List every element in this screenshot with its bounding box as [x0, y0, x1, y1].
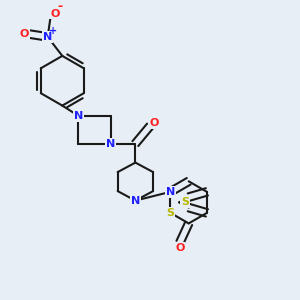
Text: O: O — [20, 29, 29, 39]
Text: S: S — [167, 208, 175, 218]
Text: N: N — [106, 139, 115, 148]
Text: O: O — [175, 243, 184, 253]
Text: S: S — [181, 197, 189, 207]
Text: N: N — [43, 32, 52, 42]
Text: N: N — [131, 196, 140, 206]
Text: +: + — [50, 26, 58, 36]
Text: N: N — [166, 187, 175, 197]
Text: -: - — [57, 0, 62, 13]
Text: O: O — [50, 8, 60, 19]
Text: N: N — [74, 111, 83, 121]
Text: O: O — [150, 118, 159, 128]
